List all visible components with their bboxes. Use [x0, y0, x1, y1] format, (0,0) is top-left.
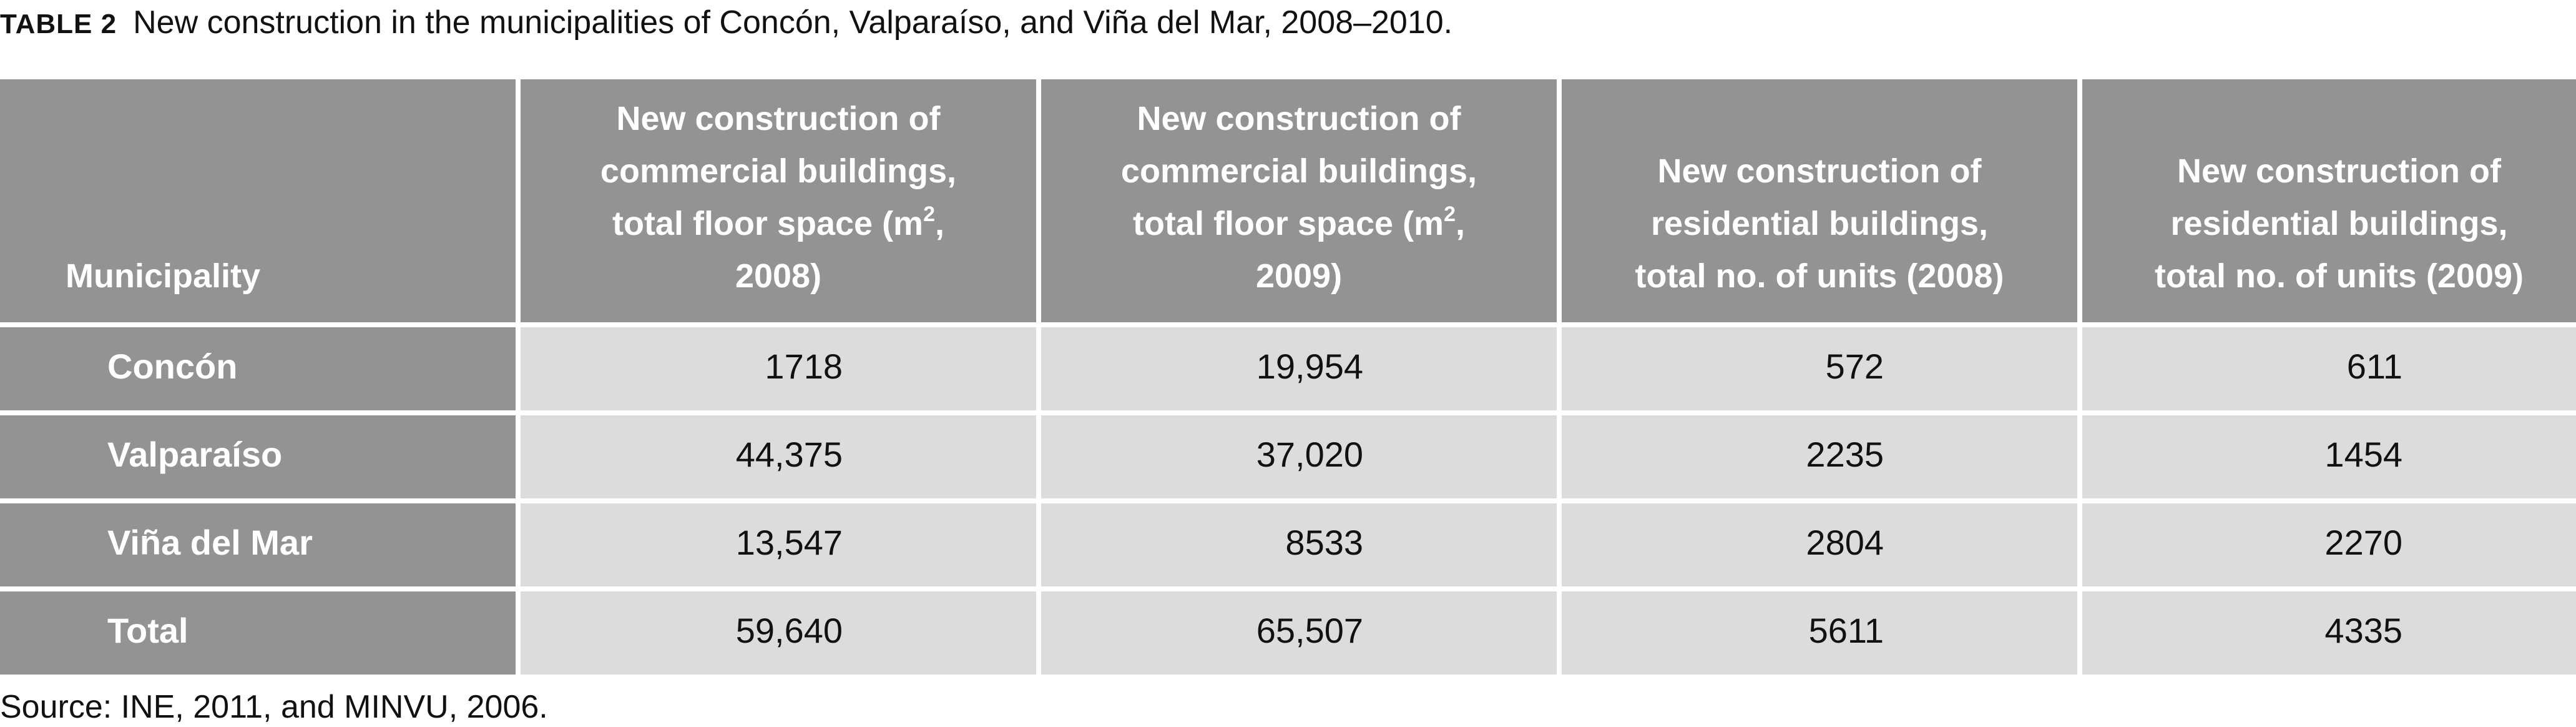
table-cell: 19,954	[1041, 327, 1557, 410]
column-header-residential-2009: New construction of residential building…	[2082, 79, 2576, 322]
cell-value: 1454	[2324, 435, 2402, 474]
table-cell: 8533	[1041, 503, 1557, 586]
table-title: New construction in the municipalities o…	[133, 4, 1453, 41]
table-cell: 2804	[1562, 503, 2077, 586]
column-header-suffix: , 2008)	[735, 205, 944, 295]
cell-value: 2235	[1806, 435, 1884, 474]
row-label: Total	[107, 611, 189, 650]
source-note: Source: INE, 2011, and MINVU, 2006.	[0, 689, 548, 725]
column-header-commercial-2008: New construction of commercial buildings…	[521, 79, 1036, 322]
table-cell: 13,547	[521, 503, 1036, 586]
cell-value: 611	[2346, 347, 2402, 386]
table-cell: 2270	[2082, 503, 2576, 586]
superscript: 2	[1444, 202, 1456, 226]
superscript: 2	[923, 202, 935, 226]
table-cell: 44,375	[521, 415, 1036, 498]
column-header-label: New construction of commercial buildings…	[600, 100, 957, 242]
row-header-concon: Concón	[0, 327, 516, 410]
row-header-valparaiso: Valparaíso	[0, 415, 516, 498]
cell-value: 59,640	[735, 611, 843, 650]
table-cell: 4335	[2082, 591, 2576, 675]
table-cell: 65,507	[1041, 591, 1557, 675]
column-header-label: Municipality	[66, 257, 261, 295]
table-caption: TABLE 2 New construction in the municipal…	[0, 2, 1452, 46]
cell-value: 44,375	[735, 435, 843, 474]
table-cell: 1454	[2082, 415, 2576, 498]
row-label: Viña del Mar	[107, 523, 313, 562]
column-header-label: New construction of commercial buildings…	[1120, 100, 1477, 242]
row-label: Concón	[107, 347, 238, 386]
table-cell: 5611	[1562, 591, 2077, 675]
cell-value: 8533	[1285, 523, 1363, 562]
table-cell: 59,640	[521, 591, 1036, 675]
column-header-residential-2008: New construction of residential building…	[1562, 79, 2077, 322]
cell-value: 572	[1825, 347, 1884, 386]
row-label: Valparaíso	[107, 435, 283, 474]
table-cell: 572	[1562, 327, 2077, 410]
column-header-label: New construction of residential building…	[2154, 152, 2524, 295]
cell-value: 5611	[1808, 611, 1884, 650]
data-table: Municipality New construction of commerc…	[0, 79, 2576, 675]
cell-value: 2804	[1806, 523, 1884, 562]
table-cell: 611	[2082, 327, 2576, 410]
cell-value: 13,547	[735, 523, 843, 562]
table-cell: 37,020	[1041, 415, 1557, 498]
column-header-municipality: Municipality	[0, 79, 516, 322]
table-cell: 2235	[1562, 415, 2077, 498]
row-header-vina-del-mar: Viña del Mar	[0, 503, 516, 586]
column-header-commercial-2009: New construction of commercial buildings…	[1041, 79, 1557, 322]
cell-value: 37,020	[1256, 435, 1363, 474]
table-label: TABLE 2	[0, 9, 117, 39]
cell-value: 19,954	[1256, 347, 1363, 386]
row-header-total: Total	[0, 591, 516, 675]
column-header-suffix: , 2009)	[1255, 205, 1465, 295]
cell-value: 65,507	[1256, 611, 1363, 650]
cell-value: 4335	[2324, 611, 2402, 650]
cell-value: 1718	[765, 347, 843, 386]
cell-value: 2270	[2324, 523, 2402, 562]
table-cell: 1718	[521, 327, 1036, 410]
column-header-label: New construction of residential building…	[1635, 152, 2004, 295]
